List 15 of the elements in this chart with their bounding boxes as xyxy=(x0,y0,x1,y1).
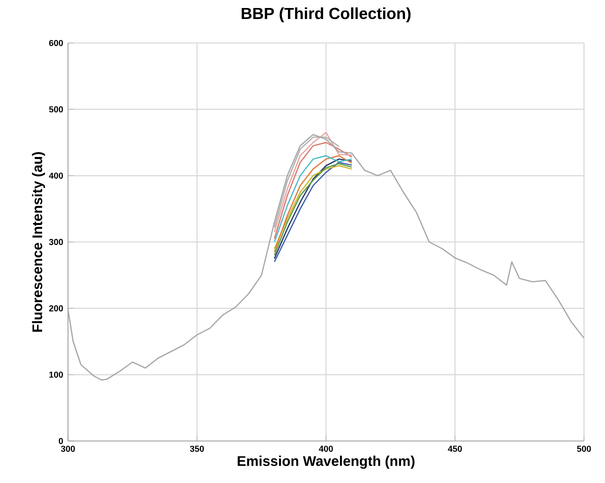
y-tick-label: 500 xyxy=(49,106,63,112)
y-axis-title: Fluorescence Intensity (au) xyxy=(32,152,46,332)
x-tick-label: 300 xyxy=(60,446,75,452)
y-tick-label: 300 xyxy=(49,238,63,246)
x-axis-title: Emission Wavelength (nm) xyxy=(238,456,414,469)
x-tick-label: 500 xyxy=(577,446,591,452)
x-tick-label: 450 xyxy=(448,446,462,452)
y-tick-label: 400 xyxy=(48,172,63,179)
x-tick-label: 350 xyxy=(190,446,204,452)
y-tick-label: 100 xyxy=(49,372,63,378)
x-tick-label: 400 xyxy=(318,446,333,452)
chart-title: BBP (Third Collection) xyxy=(242,7,411,22)
y-tick-label: 0 xyxy=(58,438,63,444)
y-tick-label: 200 xyxy=(49,305,63,312)
y-tick-label: 600 xyxy=(49,40,63,46)
